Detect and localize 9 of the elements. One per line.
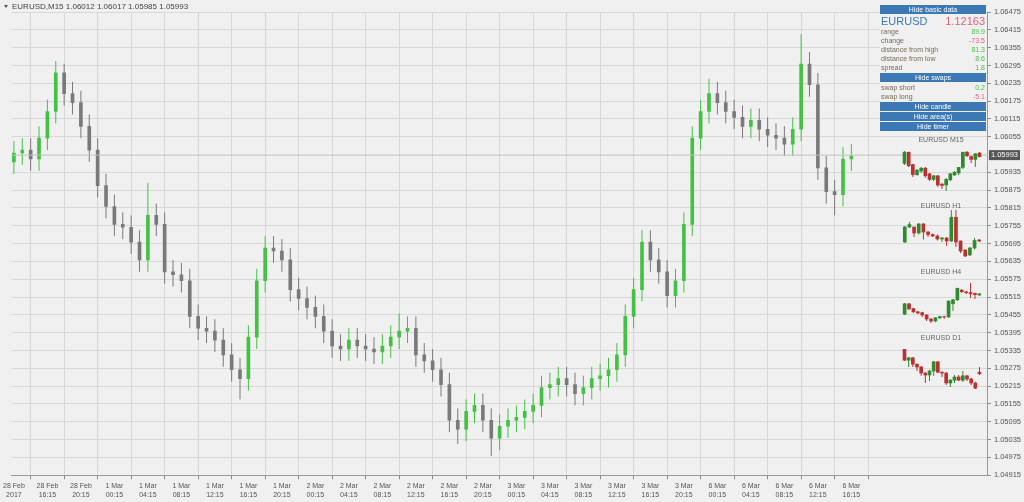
candlestick: [969, 155, 973, 164]
candlestick: [936, 360, 940, 374]
text: 1.12163: [945, 15, 985, 27]
candlestick: [120, 211, 125, 240]
candlestick: [911, 356, 915, 368]
category-label: EURUSD: [881, 15, 928, 27]
candlestick: [964, 290, 969, 295]
chart-title: EURUSD,M15 1.06012 1.06017 1.05985 1.05993: [12, 2, 189, 11]
candlestick: [961, 370, 965, 383]
